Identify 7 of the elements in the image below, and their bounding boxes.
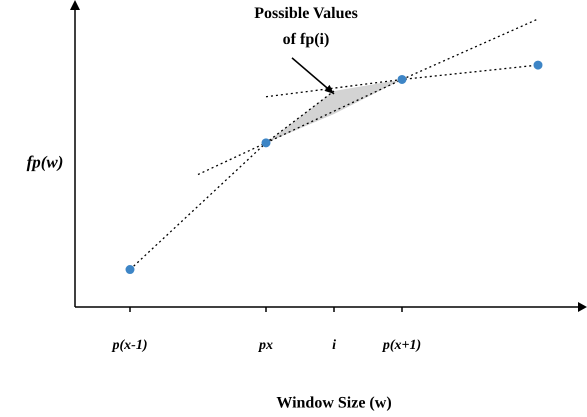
x-tick-label: i (332, 338, 336, 354)
x-tick-label: p(x+1) (382, 338, 422, 354)
x-tick-label: px (258, 338, 273, 354)
annotation: Possible Values of fp(i) (254, 5, 358, 48)
x-axis-title: Window Size (w) (276, 394, 392, 412)
y-axis-title: fp(w) (26, 152, 64, 172)
x-tick-label: p(x-1) (112, 338, 148, 354)
